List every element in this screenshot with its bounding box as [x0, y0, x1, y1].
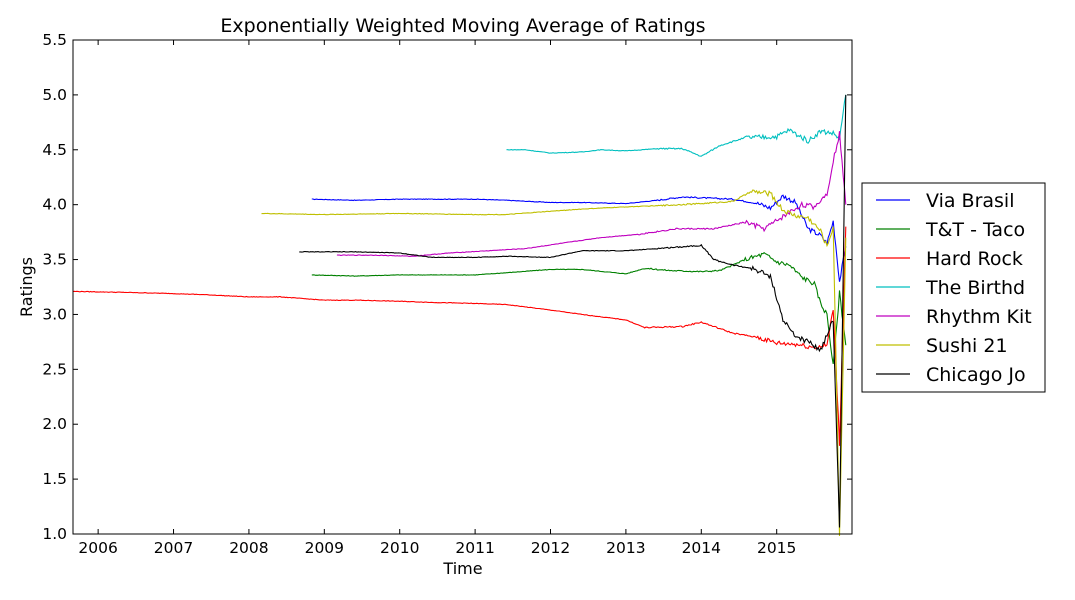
series-line-t-t-taco: [311, 251, 847, 364]
y-tick-label: 5.5: [42, 31, 67, 49]
series-line-sushi-21: [261, 189, 847, 537]
legend-label: Rhythm Kit: [926, 306, 1032, 328]
x-tick-label: 2015: [757, 539, 796, 557]
x-axis-label: Time: [442, 559, 482, 578]
legend-label: Hard Rock: [926, 248, 1023, 270]
legend-label: Chicago Jo: [926, 364, 1026, 386]
x-tick-label: 2006: [78, 539, 117, 557]
series-line-via-brasil: [311, 194, 847, 282]
x-tick-label: 2014: [682, 539, 721, 557]
x-tick-label: 2010: [380, 539, 419, 557]
legend-label: The Birthd: [925, 277, 1025, 299]
x-tick-label: 2009: [305, 539, 344, 557]
series-line-chicago-jo: [299, 94, 847, 528]
y-tick-label: 1.0: [42, 525, 67, 543]
y-tick-label: 2.0: [42, 415, 67, 433]
legend-label: Via Brasil: [926, 190, 1015, 212]
legend-label: T&T - Taco: [925, 219, 1025, 241]
y-axis-label: Ratings: [17, 257, 36, 317]
y-tick-label: 4.5: [42, 141, 67, 159]
legend-label: Sushi 21: [926, 335, 1008, 357]
y-tick-label: 4.0: [42, 196, 67, 214]
y-tick-label: 3.5: [42, 251, 67, 269]
x-tick-label: 2013: [606, 539, 645, 557]
x-tick-label: 2007: [154, 539, 193, 557]
plot-area: [72, 94, 847, 537]
y-tick-label: 1.5: [42, 470, 67, 488]
y-tick-label: 2.5: [42, 360, 67, 378]
legend: Via Brasil T&T - Taco Hard Rock The Birthd R…: [861, 182, 1046, 393]
series-line-the-birthd: [506, 94, 847, 157]
axis-ticks: 2006 2007 2008 2009 2010 2011 2012 2013 2014 2015…: [42, 31, 852, 557]
x-tick-label: 2011: [455, 539, 494, 557]
y-tick-label: 5.0: [42, 86, 67, 104]
series-line-hard-rock: [72, 226, 847, 446]
series-line-rhythm-kit: [336, 131, 847, 257]
plot-frame: [72, 39, 853, 535]
y-tick-label: 3.0: [42, 305, 67, 323]
x-tick-label: 2012: [531, 539, 570, 557]
chart-title: Exponentially Weighted Moving Average of…: [220, 15, 705, 37]
x-tick-label: 2008: [229, 539, 268, 557]
